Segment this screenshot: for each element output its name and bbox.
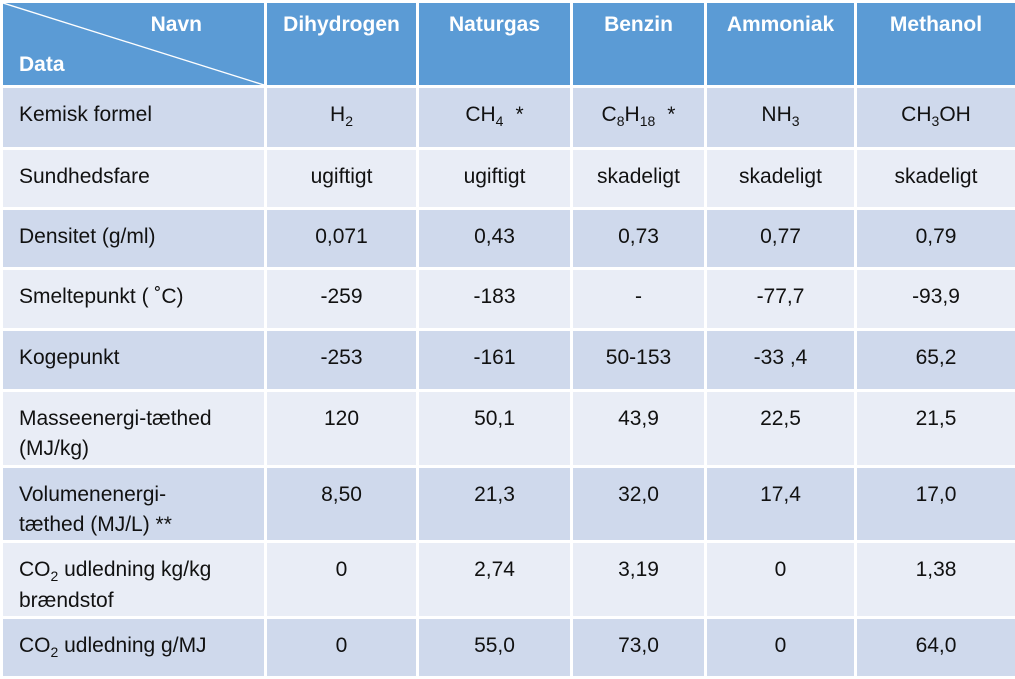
row-label: Kogepunkt: [2, 330, 266, 391]
value-cell: 0,77: [706, 209, 856, 269]
row-label-subscript: 2: [51, 568, 59, 584]
header-corner-cell: Navn Data: [2, 2, 266, 87]
value-cell: 43,9: [572, 391, 706, 467]
footnote-mark: *: [515, 103, 523, 126]
value-cell: 65,2: [856, 330, 1015, 391]
value-cell: -93,9: [856, 269, 1015, 330]
value-cell: ugiftigt: [418, 149, 572, 209]
value-cell: 17,0: [856, 467, 1015, 542]
column-header-naturgas: Naturgas: [418, 2, 572, 87]
formula-text: NH: [761, 103, 791, 126]
header-corner-data: Data: [19, 53, 65, 77]
value-cell: -77,7: [706, 269, 856, 330]
value-cell: 0,73: [572, 209, 706, 269]
formula-text: OH: [939, 103, 971, 126]
row-label-text: Smeltepunkt ( ˚C): [19, 285, 184, 308]
formula-text: H: [625, 103, 640, 126]
formula-subscript: 18: [640, 113, 656, 129]
row-label-text: Masseenergi-tæthed: [19, 407, 212, 430]
formula-text: CH: [901, 103, 931, 126]
column-header-dihydrogen: Dihydrogen: [266, 2, 418, 87]
value-cell: 0,79: [856, 209, 1015, 269]
formula-subscript: 3: [932, 113, 940, 129]
row-label: Smeltepunkt ( ˚C): [2, 269, 266, 330]
value-cell: ugiftigt: [266, 149, 418, 209]
value-cell: -: [572, 269, 706, 330]
table-row: Smeltepunkt ( ˚C) -259-183--77,7-93,9: [2, 269, 1015, 330]
value-cell: 0: [706, 542, 856, 618]
header-row: Navn Data Dihydrogen Naturgas Benzin Amm…: [2, 2, 1015, 87]
row-label-subscript: 2: [51, 644, 59, 660]
formula-subscript: 8: [617, 113, 625, 129]
row-label-text: Densitet (g/ml): [19, 225, 156, 248]
value-cell: 120: [266, 391, 418, 467]
column-header-benzin: Benzin: [572, 2, 706, 87]
formula-cell: C8H18 *: [572, 87, 706, 149]
row-label: CO2 udledning kg/kg brændstof: [2, 542, 266, 618]
value-cell: 50,1: [418, 391, 572, 467]
value-cell: -161: [418, 330, 572, 391]
row-label-text: Sundhedsfare: [19, 165, 150, 188]
value-cell: 3,19: [572, 542, 706, 618]
formula-subscript: 3: [792, 113, 800, 129]
value-cell: 8,50: [266, 467, 418, 542]
value-cell: 22,5: [706, 391, 856, 467]
column-header-ammoniak: Ammoniak: [706, 2, 856, 87]
row-label-text: Kogepunkt: [19, 346, 119, 369]
value-cell: 32,0: [572, 467, 706, 542]
header-corner-navn: Navn: [151, 13, 202, 37]
formula-text: C: [602, 103, 617, 126]
footnote-mark: *: [667, 103, 675, 126]
value-cell: 21,3: [418, 467, 572, 542]
row-label-text: udledning g/MJ: [58, 634, 206, 657]
column-header-methanol: Methanol: [856, 2, 1015, 87]
row-label: Kemisk formel: [2, 87, 266, 149]
value-cell: 50-153: [572, 330, 706, 391]
value-cell: -253: [266, 330, 418, 391]
value-cell: 17,4: [706, 467, 856, 542]
value-cell: 0: [266, 542, 418, 618]
formula-subscript: 4: [496, 113, 504, 129]
value-cell: 2,74: [418, 542, 572, 618]
formula-text: H: [330, 103, 345, 126]
row-label-text: (MJ/kg): [19, 437, 89, 460]
value-cell: -259: [266, 269, 418, 330]
value-cell: 21,5: [856, 391, 1015, 467]
formula-subscript: 2: [345, 113, 353, 129]
row-label-text: udledning kg/kg: [58, 558, 211, 581]
value-cell: -33 ,4: [706, 330, 856, 391]
row-label-text: CO: [19, 558, 51, 581]
value-cell: skadeligt: [856, 149, 1015, 209]
formula-cell: CH3OH: [856, 87, 1015, 149]
value-cell: skadeligt: [706, 149, 856, 209]
formula-cell: H2: [266, 87, 418, 149]
row-label-text: tæthed (MJ/L) **: [19, 513, 172, 536]
value-cell: skadeligt: [572, 149, 706, 209]
formula-cell: CH4 *: [418, 87, 572, 149]
row-label-text: Volumenenergi-: [19, 483, 166, 506]
value-cell: -183: [418, 269, 572, 330]
row-label: Masseenergi-tæthed (MJ/kg): [2, 391, 266, 467]
row-label: Volumenenergi-tæthed (MJ/L) **: [2, 467, 266, 542]
value-cell: 0,071: [266, 209, 418, 269]
value-cell: 0,43: [418, 209, 572, 269]
row-label: Sundhedsfare: [2, 149, 266, 209]
formula-cell: NH3: [706, 87, 856, 149]
row-label: Densitet (g/ml): [2, 209, 266, 269]
value-cell: 1,38: [856, 542, 1015, 618]
row-label-text: brændstof: [19, 589, 114, 612]
formula-text: CH: [465, 103, 495, 126]
row-label-text: CO: [19, 634, 51, 657]
